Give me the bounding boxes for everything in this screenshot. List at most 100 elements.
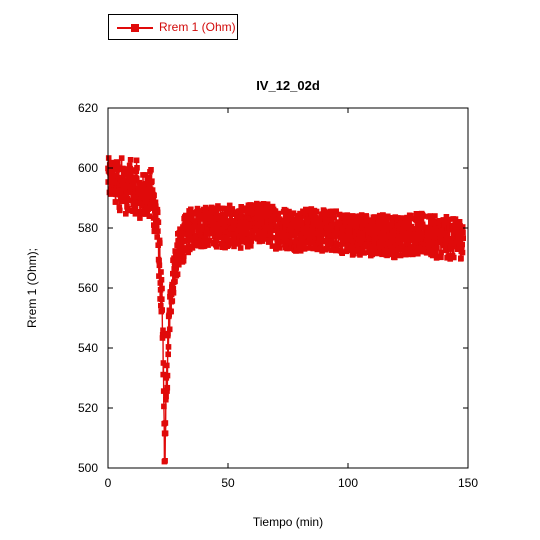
- data-point: [308, 240, 314, 246]
- data-point: [455, 233, 462, 239]
- data-point: [344, 212, 351, 218]
- data-point: [137, 215, 143, 221]
- data-point: [436, 218, 443, 224]
- data-point: [311, 222, 317, 228]
- data-point: [142, 211, 149, 217]
- data-point: [349, 242, 356, 249]
- data-point: [390, 220, 396, 227]
- data-point: [238, 204, 244, 210]
- data-point: [319, 246, 326, 253]
- data-point: [415, 229, 422, 235]
- data-point: [405, 219, 411, 225]
- data-point: [310, 217, 316, 224]
- data-point: [397, 252, 404, 259]
- data-point: [412, 231, 418, 238]
- data-point: [316, 216, 322, 223]
- data-point: [216, 227, 222, 233]
- data-point: [426, 226, 433, 232]
- data-point: [432, 213, 438, 219]
- data-point: [165, 351, 171, 358]
- data-point: [227, 219, 233, 225]
- data-point: [214, 206, 221, 212]
- data-point: [325, 219, 332, 225]
- data-point: [314, 246, 321, 253]
- data-point: [146, 174, 153, 181]
- y-axis-label: Rrem 1 (Ohm);: [25, 247, 39, 329]
- data-point: [355, 242, 361, 248]
- data-point: [170, 270, 176, 277]
- data-point: [399, 230, 406, 236]
- data-point: [211, 220, 217, 227]
- data-point: [174, 256, 181, 262]
- data-point: [385, 221, 392, 228]
- data-point: [125, 207, 132, 214]
- data-point: [158, 277, 165, 283]
- data-point: [438, 254, 444, 261]
- data-point: [197, 216, 203, 222]
- data-point: [452, 220, 459, 226]
- data-point: [387, 242, 394, 249]
- y-tick-label: 500: [78, 461, 98, 475]
- data-point: [320, 231, 326, 237]
- data-point: [180, 258, 187, 264]
- data-point: [166, 326, 173, 333]
- data-point: [304, 222, 310, 229]
- data-point: [148, 167, 154, 173]
- data-point: [159, 307, 165, 313]
- legend-marker-swatch: [131, 24, 139, 32]
- data-point: [343, 248, 350, 255]
- data-point: [162, 420, 169, 426]
- data-point: [301, 246, 308, 252]
- data-point: [369, 251, 375, 258]
- data-point: [317, 223, 323, 229]
- data-point: [438, 249, 444, 256]
- data-point: [305, 219, 311, 225]
- legend: Rrem 1 (Ohm): [108, 14, 238, 40]
- data-point: [389, 251, 396, 257]
- data-point: [168, 308, 174, 315]
- data-point: [278, 217, 284, 224]
- data-point: [289, 239, 295, 246]
- data-point: [157, 280, 164, 286]
- data-point: [262, 236, 269, 242]
- data-point: [396, 222, 403, 229]
- data-point: [330, 215, 337, 221]
- data-point: [337, 222, 344, 228]
- data-point: [160, 371, 166, 378]
- data-point: [221, 205, 228, 212]
- data-point: [256, 209, 262, 216]
- data-point: [306, 227, 312, 234]
- data-point: [149, 178, 155, 184]
- data-point: [417, 248, 424, 255]
- data-point: [164, 388, 170, 394]
- data-point: [276, 229, 283, 236]
- data-point: [211, 215, 218, 222]
- data-point: [408, 215, 414, 222]
- data-point: [362, 227, 369, 234]
- data-point: [393, 252, 399, 258]
- data-point: [370, 230, 377, 237]
- data-point: [149, 187, 156, 193]
- data-point: [224, 221, 230, 227]
- data-point: [189, 215, 195, 222]
- data-point: [156, 258, 162, 264]
- data-point: [126, 162, 133, 169]
- data-point: [154, 234, 160, 240]
- legend-label: Rrem 1 (Ohm): [159, 20, 236, 34]
- data-point: [154, 209, 161, 216]
- data-point: [151, 228, 158, 235]
- data-point: [320, 238, 327, 245]
- data-point: [273, 244, 280, 251]
- data-point: [399, 215, 406, 221]
- y-tick-label: 620: [78, 101, 98, 115]
- data-point: [198, 211, 204, 218]
- data-point: [165, 330, 171, 337]
- data-point: [340, 241, 347, 247]
- data-point: [301, 242, 307, 248]
- data-point: [367, 224, 374, 230]
- data-point: [439, 227, 446, 233]
- data-point: [240, 230, 246, 237]
- data-point: [235, 240, 241, 246]
- data-point: [350, 238, 356, 244]
- data-point: [220, 211, 227, 218]
